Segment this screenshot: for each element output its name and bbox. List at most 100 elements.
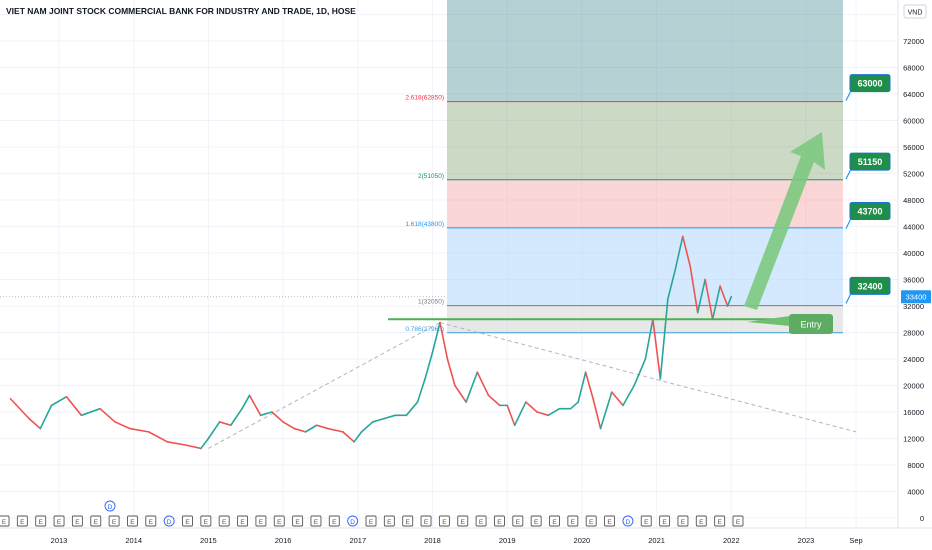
earnings-marker[interactable] bbox=[16, 515, 28, 527]
event-marker-label: E bbox=[516, 519, 521, 526]
currency-box[interactable] bbox=[903, 4, 927, 19]
price-segment bbox=[405, 401, 419, 417]
target-badge[interactable] bbox=[849, 276, 891, 295]
price-tick: 8000 bbox=[907, 461, 924, 470]
earnings-marker[interactable] bbox=[145, 515, 157, 527]
fib-zone-2618 bbox=[447, 101, 843, 180]
price-segment bbox=[315, 424, 329, 430]
event-marker-label: E bbox=[369, 519, 374, 526]
earnings-marker[interactable] bbox=[310, 515, 322, 527]
event-marker-label: E bbox=[461, 519, 466, 526]
earnings-marker[interactable] bbox=[695, 515, 707, 527]
earnings-marker[interactable] bbox=[292, 515, 304, 527]
earnings-marker[interactable] bbox=[182, 515, 193, 527]
earnings-marker[interactable] bbox=[438, 515, 450, 527]
price-tick: 16000 bbox=[903, 408, 924, 417]
earnings-marker[interactable] bbox=[677, 515, 689, 527]
price-segment bbox=[584, 371, 594, 400]
event-marker-label: E bbox=[39, 519, 44, 526]
price-axis[interactable]: 0400080001200016000200002400028000320003… bbox=[897, 0, 932, 528]
price-segment bbox=[681, 235, 692, 268]
event-marker-label: E bbox=[479, 519, 484, 526]
earnings-marker[interactable] bbox=[402, 515, 414, 527]
trendlines bbox=[208, 322, 857, 449]
price-segment bbox=[353, 431, 363, 443]
price-segment bbox=[446, 358, 456, 387]
price-tick: 12000 bbox=[903, 435, 924, 444]
earnings-marker[interactable] bbox=[273, 515, 285, 527]
earnings-marker[interactable] bbox=[383, 515, 395, 527]
price-segment bbox=[259, 411, 273, 417]
earnings-marker[interactable] bbox=[585, 515, 597, 527]
earnings-marker[interactable] bbox=[35, 515, 47, 527]
currency-label: VND bbox=[908, 10, 923, 17]
price-segment bbox=[431, 321, 441, 354]
time-tick: Sep bbox=[849, 536, 862, 545]
time-axis[interactable]: 2013 2014 2015 2016 2017 2018 2019 2020 2021 2022… bbox=[0, 527, 932, 550]
event-marker-label: D bbox=[108, 504, 113, 511]
price-segment bbox=[293, 427, 307, 433]
price-segment bbox=[147, 431, 169, 443]
price-segment bbox=[513, 401, 527, 427]
dividend-marker[interactable] bbox=[163, 515, 175, 527]
earnings-marker[interactable] bbox=[365, 515, 377, 527]
earnings-marker[interactable] bbox=[71, 515, 83, 527]
earnings-marker[interactable] bbox=[714, 515, 726, 527]
earnings-marker[interactable] bbox=[126, 515, 138, 527]
price-segment bbox=[416, 378, 426, 403]
dividend-marker[interactable] bbox=[104, 500, 116, 512]
earnings-marker[interactable] bbox=[494, 515, 505, 527]
chart-title: VIET NAM JOINT STOCK COMMERCIAL BANK FOR… bbox=[6, 6, 356, 16]
earnings-marker[interactable] bbox=[512, 515, 524, 527]
event-marker-label: E bbox=[185, 519, 190, 526]
earnings-marker[interactable] bbox=[567, 515, 579, 527]
time-tick: 2018 bbox=[424, 536, 441, 545]
target-badge[interactable] bbox=[849, 74, 891, 93]
earnings-marker[interactable] bbox=[0, 515, 10, 527]
earnings-marker[interactable] bbox=[53, 515, 65, 527]
earnings-marker[interactable] bbox=[475, 515, 487, 527]
earnings-marker[interactable] bbox=[200, 515, 212, 527]
price-segment bbox=[327, 427, 344, 433]
dividend-marker[interactable] bbox=[347, 515, 359, 527]
last-price-badge bbox=[901, 290, 931, 304]
price-segment bbox=[689, 265, 699, 314]
event-marker-label: E bbox=[332, 519, 337, 526]
event-marker-label: E bbox=[699, 519, 704, 526]
fib-zone-top bbox=[447, 0, 843, 102]
event-marker-label: E bbox=[204, 519, 209, 526]
event-marker-label: D bbox=[167, 519, 172, 526]
price-tick: 32000 bbox=[903, 302, 924, 311]
earnings-marker[interactable] bbox=[237, 515, 249, 527]
earnings-marker[interactable] bbox=[108, 515, 120, 527]
earnings-marker[interactable] bbox=[457, 515, 469, 527]
earnings-marker[interactable] bbox=[549, 515, 560, 527]
price-segment bbox=[424, 351, 434, 380]
price-tick: 44000 bbox=[903, 223, 924, 232]
event-marker-label: E bbox=[222, 519, 227, 526]
target-badge[interactable] bbox=[849, 201, 891, 220]
entry-label-box[interactable] bbox=[789, 314, 833, 334]
earnings-marker[interactable] bbox=[420, 515, 432, 527]
earnings-marker[interactable] bbox=[90, 515, 102, 527]
price-segment bbox=[9, 397, 30, 420]
dividend-marker[interactable] bbox=[622, 515, 634, 527]
time-tick: 2015 bbox=[200, 536, 217, 545]
earnings-marker[interactable] bbox=[255, 515, 267, 527]
earnings-marker[interactable] bbox=[732, 515, 744, 527]
earnings-marker[interactable] bbox=[640, 515, 652, 527]
price-segment bbox=[622, 384, 635, 407]
entry-arrow bbox=[747, 316, 790, 326]
event-marker-label: E bbox=[717, 519, 722, 526]
earnings-marker[interactable] bbox=[659, 515, 671, 527]
target-badge[interactable] bbox=[849, 152, 891, 171]
price-segment bbox=[185, 444, 202, 450]
earnings-marker[interactable] bbox=[218, 515, 230, 527]
earnings-marker[interactable] bbox=[328, 515, 340, 527]
event-marker-label: E bbox=[534, 519, 539, 526]
event-marker-label: E bbox=[2, 519, 7, 526]
earnings-marker[interactable] bbox=[604, 515, 615, 527]
fib-zones: 0.786(27960) 1(32050) 1.618(43800) 2(51050)… bbox=[0, 0, 843, 334]
earnings-marker[interactable] bbox=[530, 515, 542, 527]
